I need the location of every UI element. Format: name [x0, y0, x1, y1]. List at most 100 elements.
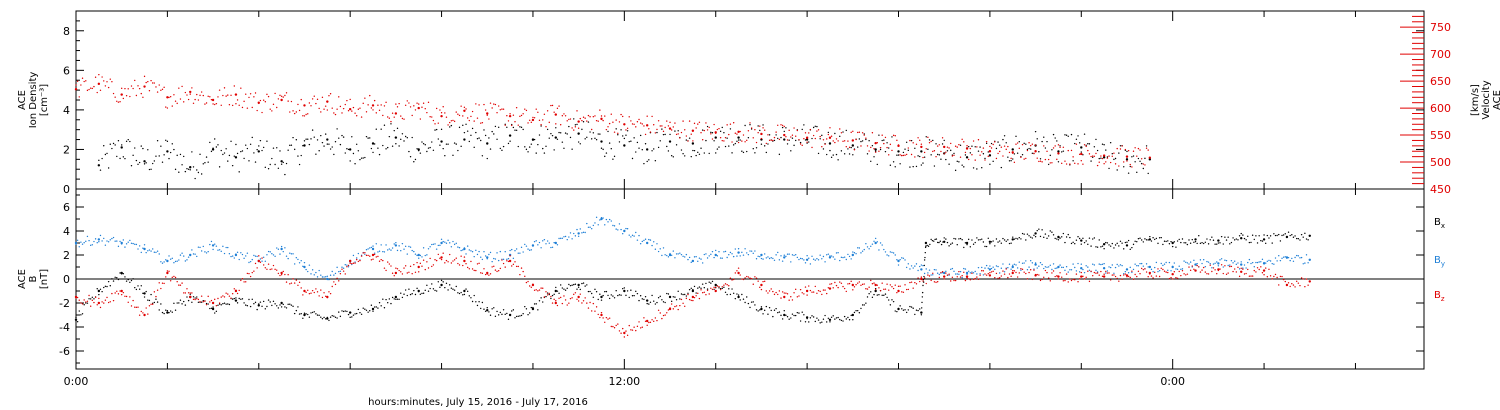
data-point-fill [755, 309, 758, 311]
data-point-fill [538, 119, 541, 122]
data-point-fill [822, 255, 825, 258]
data-point-fill [772, 139, 774, 142]
data-point-fill [550, 104, 552, 107]
data-point [577, 132, 580, 135]
data-point-fill [111, 278, 113, 280]
data-point-fill [626, 334, 629, 337]
data-point-fill [1111, 264, 1113, 266]
data-point-fill [127, 241, 129, 243]
data-point-fill [222, 303, 224, 305]
data-point-fill [659, 312, 661, 314]
data-point-fill [357, 260, 360, 263]
data-point-fill [817, 259, 820, 261]
data-point-fill [847, 253, 849, 256]
data-point-fill [989, 145, 991, 148]
data-point-fill [1061, 236, 1063, 238]
data-point-fill [721, 126, 723, 129]
data-point-fill [608, 317, 611, 319]
data-point-fill [1124, 273, 1127, 275]
data-point-fill [435, 248, 438, 250]
data-point-fill [904, 284, 906, 286]
data-point-fill [633, 123, 635, 126]
data-point-fill [1158, 269, 1161, 272]
data-point-fill [538, 289, 541, 291]
data-point-fill [282, 161, 284, 164]
data-point-fill [921, 296, 924, 298]
data-point-fill [153, 251, 156, 253]
data-point-fill [540, 125, 542, 127]
data-point-fill [192, 296, 195, 298]
data-point-fill [1029, 148, 1032, 150]
data-point-fill [168, 255, 170, 257]
data-point-fill [241, 298, 244, 300]
data-point-fill [81, 243, 84, 245]
data-point-fill [705, 253, 707, 255]
data-point-fill [739, 274, 741, 276]
data-point-fill [362, 252, 364, 254]
data-point [943, 275, 946, 278]
data-point-fill [277, 272, 280, 275]
data-point-fill [912, 287, 914, 289]
data-point-fill [1116, 277, 1118, 280]
data-point-fill [1067, 281, 1069, 283]
data-point-fill [762, 127, 764, 129]
data-point-fill [548, 292, 550, 295]
data-point-fill [1012, 264, 1014, 266]
data-point-fill [272, 264, 275, 267]
data-point-fill [387, 249, 389, 251]
data-point-fill [904, 309, 906, 311]
data-point-fill [329, 148, 332, 150]
data-point-fill [573, 118, 575, 120]
data-point-fill [321, 317, 324, 320]
data-point-fill [639, 134, 642, 137]
data-point-fill [1085, 276, 1087, 279]
data-point-fill [855, 310, 857, 312]
data-point-fill [486, 114, 488, 116]
data-point-fill [1134, 161, 1136, 163]
data-point-fill [514, 317, 516, 319]
data-point [74, 88, 78, 91]
data-point-fill [282, 303, 284, 306]
data-point-fill [1167, 269, 1169, 272]
data-point-fill [1111, 242, 1113, 245]
data-point-fill [210, 150, 213, 153]
data-point-fill [1108, 266, 1110, 268]
data-point-fill [1305, 238, 1308, 240]
data-point-fill [1191, 238, 1193, 241]
data-point-fill [732, 122, 735, 124]
data-point-fill [969, 147, 972, 150]
data-point-fill [674, 296, 676, 298]
data-point-fill [435, 128, 438, 131]
data-point-fill [200, 250, 203, 252]
data-point-fill [617, 323, 619, 325]
data-point-fill [922, 284, 924, 287]
data-point-fill [615, 290, 617, 292]
data-point-fill [592, 115, 595, 118]
data-point-fill [1103, 262, 1105, 265]
data-point-fill [119, 157, 121, 160]
data-point-fill [946, 150, 949, 152]
data-point-fill [638, 118, 640, 121]
data-point-fill [892, 161, 895, 163]
data-point-fill [480, 122, 482, 124]
data-point-fill [1003, 145, 1006, 147]
data-point-fill [1105, 270, 1107, 273]
data-point-fill [1229, 264, 1231, 266]
data-point-fill [631, 234, 634, 237]
data-point-fill [693, 256, 696, 258]
data-point-fill [204, 300, 206, 302]
data-point-fill [512, 114, 515, 116]
data-point-fill [117, 293, 120, 295]
data-point-fill [1028, 142, 1030, 144]
data-point-fill [922, 162, 924, 164]
data-point [783, 256, 786, 259]
data-point-fill [106, 81, 108, 83]
data-point-fill [1232, 262, 1234, 264]
data-point-fill [400, 250, 402, 252]
data-point-fill [636, 141, 639, 144]
data-point-fill [940, 271, 942, 274]
data-point-fill [336, 317, 338, 319]
data-point [737, 251, 740, 254]
data-point-fill [272, 254, 275, 256]
data-point-fill [1113, 158, 1115, 161]
